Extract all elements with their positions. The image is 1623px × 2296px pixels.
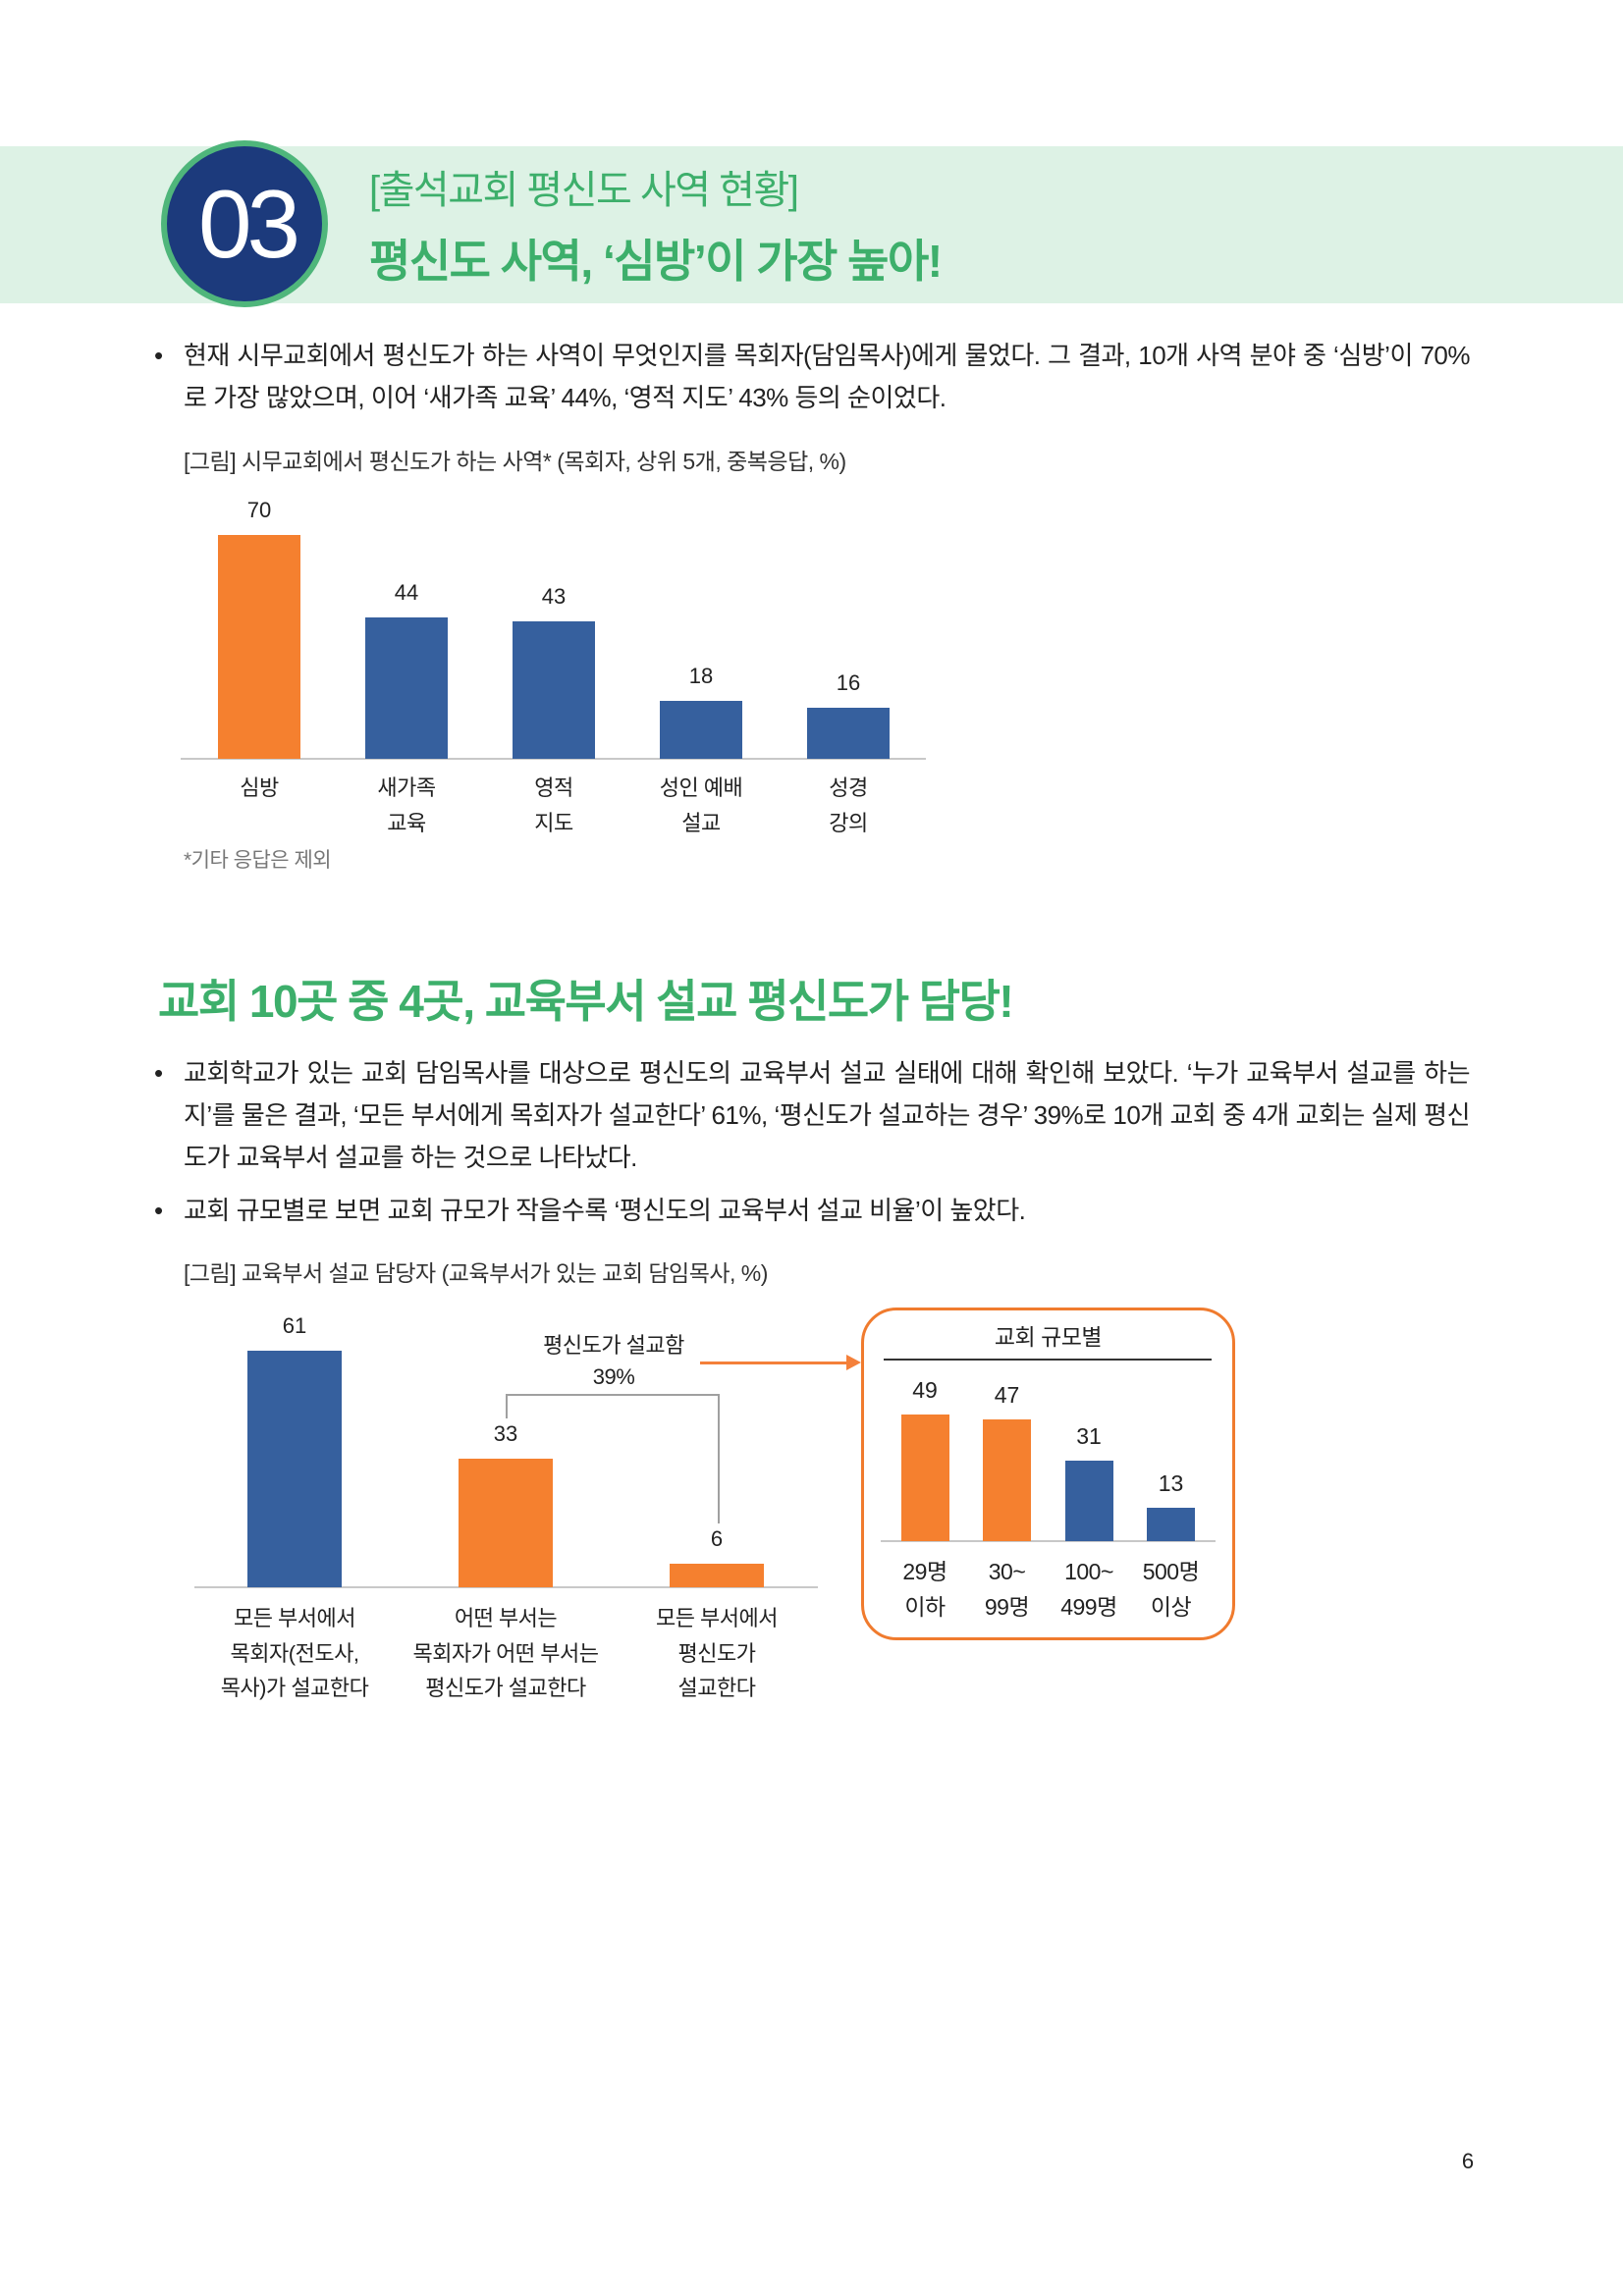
page-number: 6 [1461, 2149, 1475, 2173]
bullet-text: 교회학교가 있는 교회 담임목사를 대상으로 평신도의 교육부서 설교 실태에 … [184, 1058, 1471, 1172]
chart-3-value-label-2: 47 [994, 1382, 1020, 1409]
chart-2-bar-2 [459, 1459, 553, 1587]
bullet-marker: • [154, 341, 163, 370]
chart-3-bar-4 [1147, 1507, 1195, 1541]
chart-1-plot: 70 심방 44 새가족 교육 43 영적 지도 18 성인 예배 설교 16 성경 강의 [181, 498, 926, 835]
chart-2-category-label-2: 어떤 부서는 목회자가 어떤 부서는 평신도가 설교한다 [412, 1606, 599, 1700]
chart-1-value-label-3: 43 [541, 583, 567, 609]
chart-2-annotation-label: 평신도가 설교함 [543, 1333, 684, 1358]
chart-2-baseline [194, 1586, 818, 1588]
section2-title: 교회 10곳 중 4곳, 교육부서 설교 평신도가 담당! [158, 976, 1014, 1027]
chart-2-bar-1 [247, 1350, 342, 1587]
chart-3-category-label-2: 30~ 99명 [984, 1559, 1030, 1620]
callout-arrow-line [700, 1362, 849, 1364]
chart-2-value-label-1: 61 [282, 1312, 307, 1338]
chart-3-category-label-1: 29명 이하 [902, 1559, 947, 1620]
section1-bullet-1: • 현재 시무교회에서 평신도가 하는 사역이 무엇인지를 목회자(담임목사)에… [154, 335, 1471, 419]
chart-3-title-underline [884, 1359, 1212, 1361]
bullet-marker: • [154, 1196, 163, 1225]
chart-1-category-label-2: 새가족 교육 [377, 775, 436, 835]
chart-3-bar-1 [900, 1414, 949, 1541]
chart-3-plot: 49 29명 이하 47 30~ 99명 31 100~ 499명 13 500명 이상 [881, 1377, 1216, 1620]
chart-1-value-label-1: 70 [246, 497, 272, 522]
chart-3-value-label-1: 49 [912, 1376, 938, 1403]
chart-2-annotation-value: 39% [592, 1364, 635, 1389]
chart-1-category-label-5: 성경 강의 [829, 775, 868, 835]
header-subtitle: [출석교회 평신도 사역 현황] [369, 169, 799, 212]
bullet-text: 현재 시무교회에서 평신도가 하는 사역이 무엇인지를 목회자(담임목사)에게 … [184, 341, 1471, 412]
chart-3-title: 교회 규모별 [994, 1324, 1103, 1350]
chart-1-bar-1 [218, 534, 300, 759]
chart-1-category-label-4: 성인 예배 설교 [659, 775, 743, 835]
header-title: 평신도 사역, ‘심방’이 가장 높아! [369, 236, 943, 287]
chart-3-category-label-4: 500명 이상 [1142, 1559, 1200, 1620]
chart-1-bar-5 [807, 707, 890, 759]
callout-arrow-icon [846, 1355, 861, 1370]
chart-1-bar-3 [513, 620, 595, 759]
chart-2-bracket-left [506, 1394, 508, 1418]
chart-1-baseline [181, 758, 926, 760]
chart-3-baseline [881, 1540, 1216, 1542]
chart-3-value-label-3: 31 [1076, 1423, 1102, 1450]
chart-1-footnote: *기타 응답은 제외 [184, 849, 332, 872]
section-number-badge: 03 [161, 140, 328, 307]
chart-3-category-label-3: 100~ 499명 [1060, 1559, 1117, 1620]
chart-1-category-label-3: 영적 지도 [534, 775, 573, 835]
chart-2-category-label-3: 모든 부서에서 평신도가 설교한다 [655, 1606, 779, 1700]
chart-2-value-label-3: 6 [710, 1526, 724, 1552]
chart-3-value-label-4: 13 [1158, 1469, 1184, 1496]
chart-1-bar-4 [660, 701, 742, 759]
chart-3-bar-3 [1064, 1461, 1113, 1541]
chart-1-value-label-5: 16 [836, 669, 861, 695]
chart-1-category-label-1: 심방 [240, 775, 279, 800]
chart-1-value-label-2: 44 [394, 580, 419, 606]
chart-2-caption: [그림] 교육부서 설교 담당자 (교육부서가 있는 교회 담임목사, %) [184, 1260, 768, 1286]
chart-2-plot: 61 모든 부서에서 목회자(전도사, 목사)가 설교한다 33 어떤 부서는 목회자… [194, 1312, 818, 1700]
bullet-text: 교회 규모별로 보면 교회 규모가 작을수록 ‘평신도의 교육부서 설교 비율’… [184, 1196, 1026, 1225]
bullet-marker: • [154, 1058, 163, 1088]
chart-2-bar-3 [670, 1564, 764, 1587]
chart-2-bracket-top [506, 1394, 720, 1396]
chart-2-category-label-1: 모든 부서에서 목회자(전도사, 목사)가 설교한다 [220, 1606, 369, 1700]
chart-1-caption: [그림] 시무교회에서 평신도가 하는 사역* (목회자, 상위 5개, 중복응… [184, 449, 846, 474]
section2-bullet-2: • 교회 규모별로 보면 교회 규모가 작을수록 ‘평신도의 교육부서 설교 비… [154, 1190, 1470, 1232]
church-size-panel [861, 1308, 1235, 1640]
chart-2-value-label-2: 33 [493, 1421, 518, 1447]
chart-2-bracket-right [718, 1394, 720, 1523]
chart-3-bar-2 [983, 1419, 1031, 1541]
chart-1-value-label-4: 18 [688, 664, 714, 689]
chart-1-bar-2 [365, 617, 448, 759]
section-number: 03 [197, 170, 300, 278]
section2-bullet-1: • 교회학교가 있는 교회 담임목사를 대상으로 평신도의 교육부서 설교 실태… [154, 1052, 1471, 1179]
